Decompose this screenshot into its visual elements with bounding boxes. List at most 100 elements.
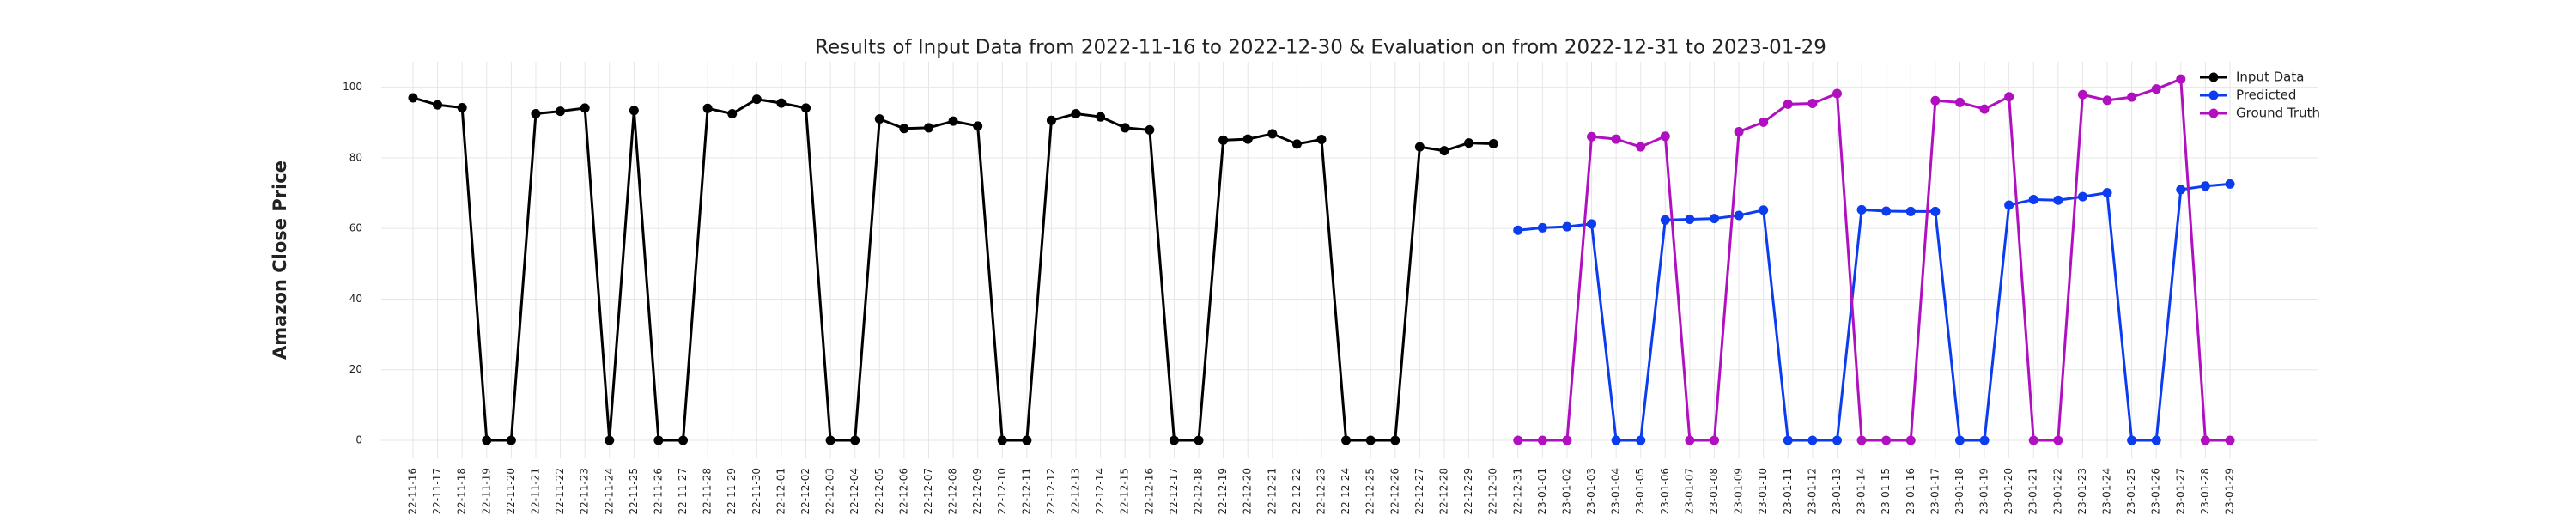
x-tick-label: 2022-11-19 — [480, 468, 492, 515]
legend-label: Predicted — [2236, 88, 2296, 103]
data-point — [1783, 99, 1793, 109]
data-point — [1905, 206, 1916, 216]
data-point — [801, 103, 811, 113]
data-point — [1930, 95, 1941, 106]
data-point — [2028, 194, 2038, 204]
data-point — [2102, 188, 2112, 198]
data-point — [1807, 435, 1818, 445]
x-tick-label: 2022-12-19 — [1217, 468, 1229, 515]
data-point — [1734, 210, 1744, 221]
x-tick-label: 2022-12-09 — [971, 468, 983, 515]
data-point — [2176, 74, 2186, 84]
data-point — [1954, 435, 1965, 445]
data-point — [433, 100, 443, 110]
data-point — [1832, 88, 1842, 99]
data-point — [1710, 435, 1720, 445]
data-point — [776, 98, 787, 108]
data-point — [1267, 129, 1278, 139]
x-tick-label: 2022-11-18 — [456, 468, 468, 515]
data-point — [1390, 435, 1400, 445]
y-tick-label: 60 — [349, 222, 362, 234]
x-tick-label: 2022-12-24 — [1340, 468, 1352, 515]
y-tick-label: 20 — [349, 363, 362, 375]
x-tick-label: 2023-01-04 — [1610, 468, 1622, 515]
data-point — [997, 435, 1007, 445]
data-point — [1636, 435, 1646, 445]
data-point — [1954, 97, 1965, 107]
data-point — [2127, 435, 2137, 445]
x-tick-label: 2023-01-22 — [2051, 468, 2063, 515]
data-point — [1488, 138, 1498, 148]
data-point — [1537, 435, 1547, 445]
data-point — [1759, 117, 1769, 127]
x-tick-label: 2022-12-06 — [897, 468, 909, 515]
data-point — [825, 435, 835, 445]
x-tick-label: 2023-01-26 — [2150, 468, 2162, 515]
x-tick-label: 2023-01-21 — [2027, 468, 2039, 515]
x-tick-label: 2022-12-12 — [1045, 468, 1057, 515]
x-tick-label: 2022-11-27 — [677, 468, 689, 515]
data-point — [1341, 435, 1352, 445]
data-point — [1022, 435, 1032, 445]
y-tick-label: 80 — [349, 151, 362, 163]
x-tick-label: 2022-11-16 — [407, 468, 419, 515]
data-point — [1464, 138, 1474, 148]
data-point — [1759, 205, 1769, 215]
data-point — [2004, 200, 2014, 210]
data-point — [702, 103, 713, 113]
data-point — [2225, 179, 2235, 189]
x-tick-label: 2022-11-26 — [652, 468, 664, 515]
x-tick-label: 2022-12-23 — [1315, 468, 1327, 515]
data-point — [1930, 206, 1941, 216]
legend-marker — [2208, 108, 2219, 118]
x-tick-label: 2023-01-05 — [1634, 468, 1646, 515]
data-point — [2077, 89, 2087, 100]
y-tick-label: 40 — [349, 293, 362, 305]
data-point — [2053, 195, 2063, 205]
data-point — [1587, 131, 1597, 142]
data-point — [973, 121, 983, 131]
data-point — [1513, 435, 1523, 445]
x-tick-label: 2022-12-17 — [1168, 468, 1180, 515]
x-tick-label: 2022-12-02 — [799, 468, 811, 515]
data-point — [2077, 191, 2087, 202]
data-point — [2028, 435, 2038, 445]
x-tick-label: 2023-01-09 — [1733, 468, 1745, 515]
series-line — [1517, 182, 2231, 442]
x-tick-label: 2022-12-27 — [1413, 468, 1425, 515]
data-point — [1218, 135, 1229, 145]
chart-title: Results of Input Data from 2022-11-16 to… — [815, 37, 1826, 59]
x-tick-label: 2022-11-24 — [603, 468, 615, 515]
data-point — [580, 103, 590, 113]
series-line — [1517, 76, 2230, 442]
x-tick-label: 2023-01-19 — [1978, 468, 1990, 515]
x-tick-label: 2022-11-21 — [529, 468, 541, 515]
data-point — [1783, 435, 1793, 445]
x-tick-label: 2023-01-16 — [1905, 468, 1917, 515]
data-point — [874, 114, 884, 124]
data-point — [1587, 219, 1597, 229]
x-tick-label: 2023-01-13 — [1831, 468, 1843, 515]
data-point — [850, 435, 860, 445]
x-tick-label: 2022-12-03 — [824, 468, 836, 515]
x-tick-label: 2022-11-30 — [750, 468, 762, 515]
x-tick-label: 2023-01-25 — [2125, 468, 2137, 515]
data-point — [2151, 84, 2161, 94]
x-tick-label: 2023-01-15 — [1880, 468, 1892, 515]
data-point — [1562, 435, 1572, 445]
data-point — [556, 106, 566, 117]
x-tick-label: 2022-11-17 — [431, 468, 443, 515]
data-point — [1905, 435, 1916, 445]
data-point — [1636, 142, 1646, 152]
x-tick-label: 2022-11-22 — [554, 468, 566, 515]
x-tick-label: 2023-01-03 — [1585, 468, 1597, 515]
data-point — [531, 108, 541, 118]
x-tick-label: 2023-01-18 — [1953, 468, 1965, 515]
data-point — [1881, 206, 1892, 216]
data-point — [408, 93, 418, 103]
data-point — [1439, 146, 1449, 156]
x-tick-label: 2022-12-07 — [922, 468, 934, 515]
x-tick-label: 2022-12-20 — [1242, 468, 1254, 515]
x-tick-label: 2022-12-22 — [1291, 468, 1303, 515]
x-tick-label: 2023-01-02 — [1560, 468, 1572, 515]
